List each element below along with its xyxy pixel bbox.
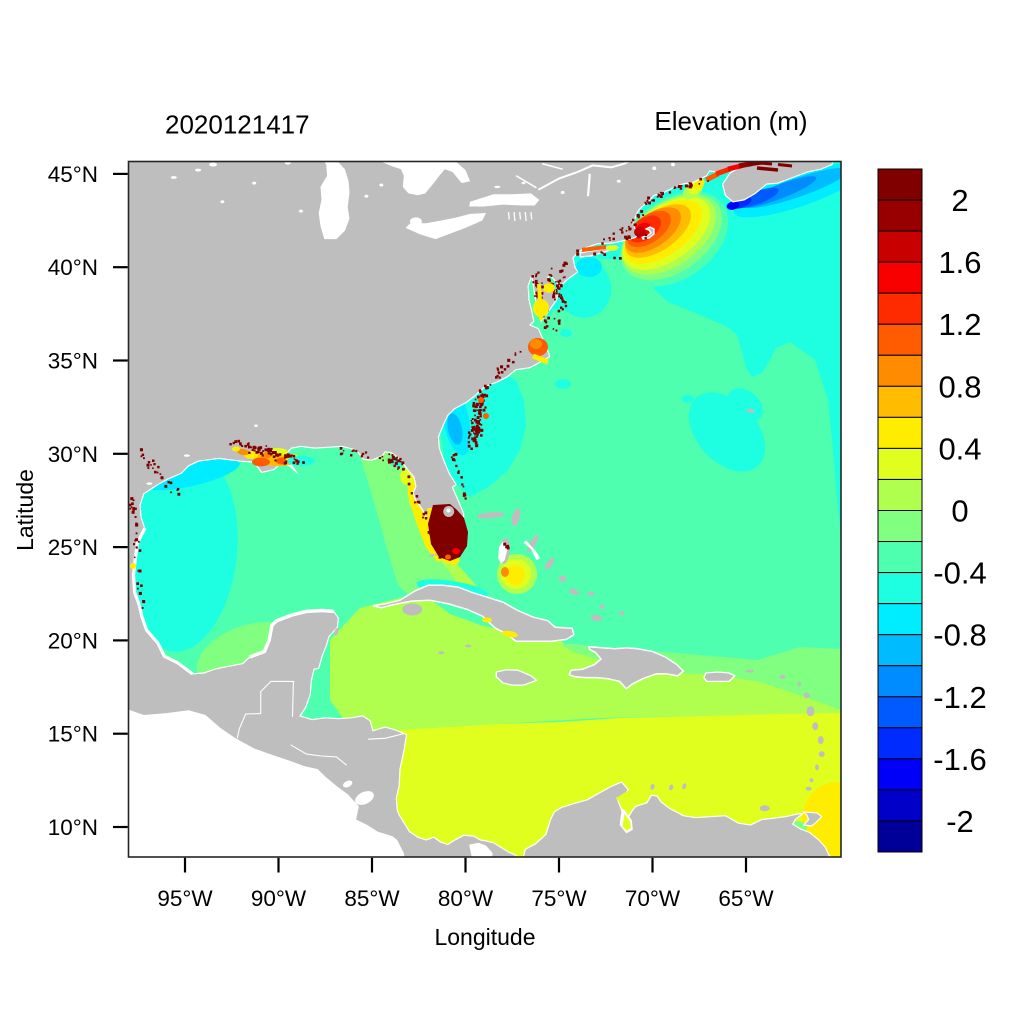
svg-text:15°N: 15°N [48,722,98,747]
svg-text:75°W: 75°W [531,886,587,911]
svg-text:35°N: 35°N [48,349,98,374]
svg-text:95°W: 95°W [157,886,213,911]
svg-text:45°N: 45°N [48,162,98,187]
svg-text:70°W: 70°W [625,886,681,911]
svg-text:85°W: 85°W [344,886,400,911]
svg-text:2: 2 [951,183,968,218]
svg-text:-2: -2 [946,804,974,839]
svg-text:Latitude: Latitude [12,469,38,551]
svg-text:20°N: 20°N [48,628,98,653]
svg-text:0: 0 [951,494,968,529]
svg-text:10°N: 10°N [48,815,98,840]
svg-text:Elevation (m): Elevation (m) [654,106,807,136]
svg-text:90°W: 90°W [251,886,307,911]
svg-text:-0.8: -0.8 [933,618,986,653]
svg-text:25°N: 25°N [48,535,98,560]
svg-text:-0.4: -0.4 [933,556,986,591]
svg-text:80°W: 80°W [438,886,494,911]
svg-text:2020121417: 2020121417 [165,110,310,140]
svg-text:40°N: 40°N [48,255,98,280]
svg-text:1.6: 1.6 [938,245,981,280]
svg-text:1.2: 1.2 [938,307,981,342]
svg-text:-1.6: -1.6 [933,742,986,777]
svg-text:0.4: 0.4 [938,431,981,466]
svg-text:30°N: 30°N [48,442,98,467]
svg-text:0.8: 0.8 [938,369,981,404]
svg-text:-1.2: -1.2 [933,680,986,715]
svg-text:Longitude: Longitude [434,924,535,950]
svg-text:65°W: 65°W [718,886,774,911]
